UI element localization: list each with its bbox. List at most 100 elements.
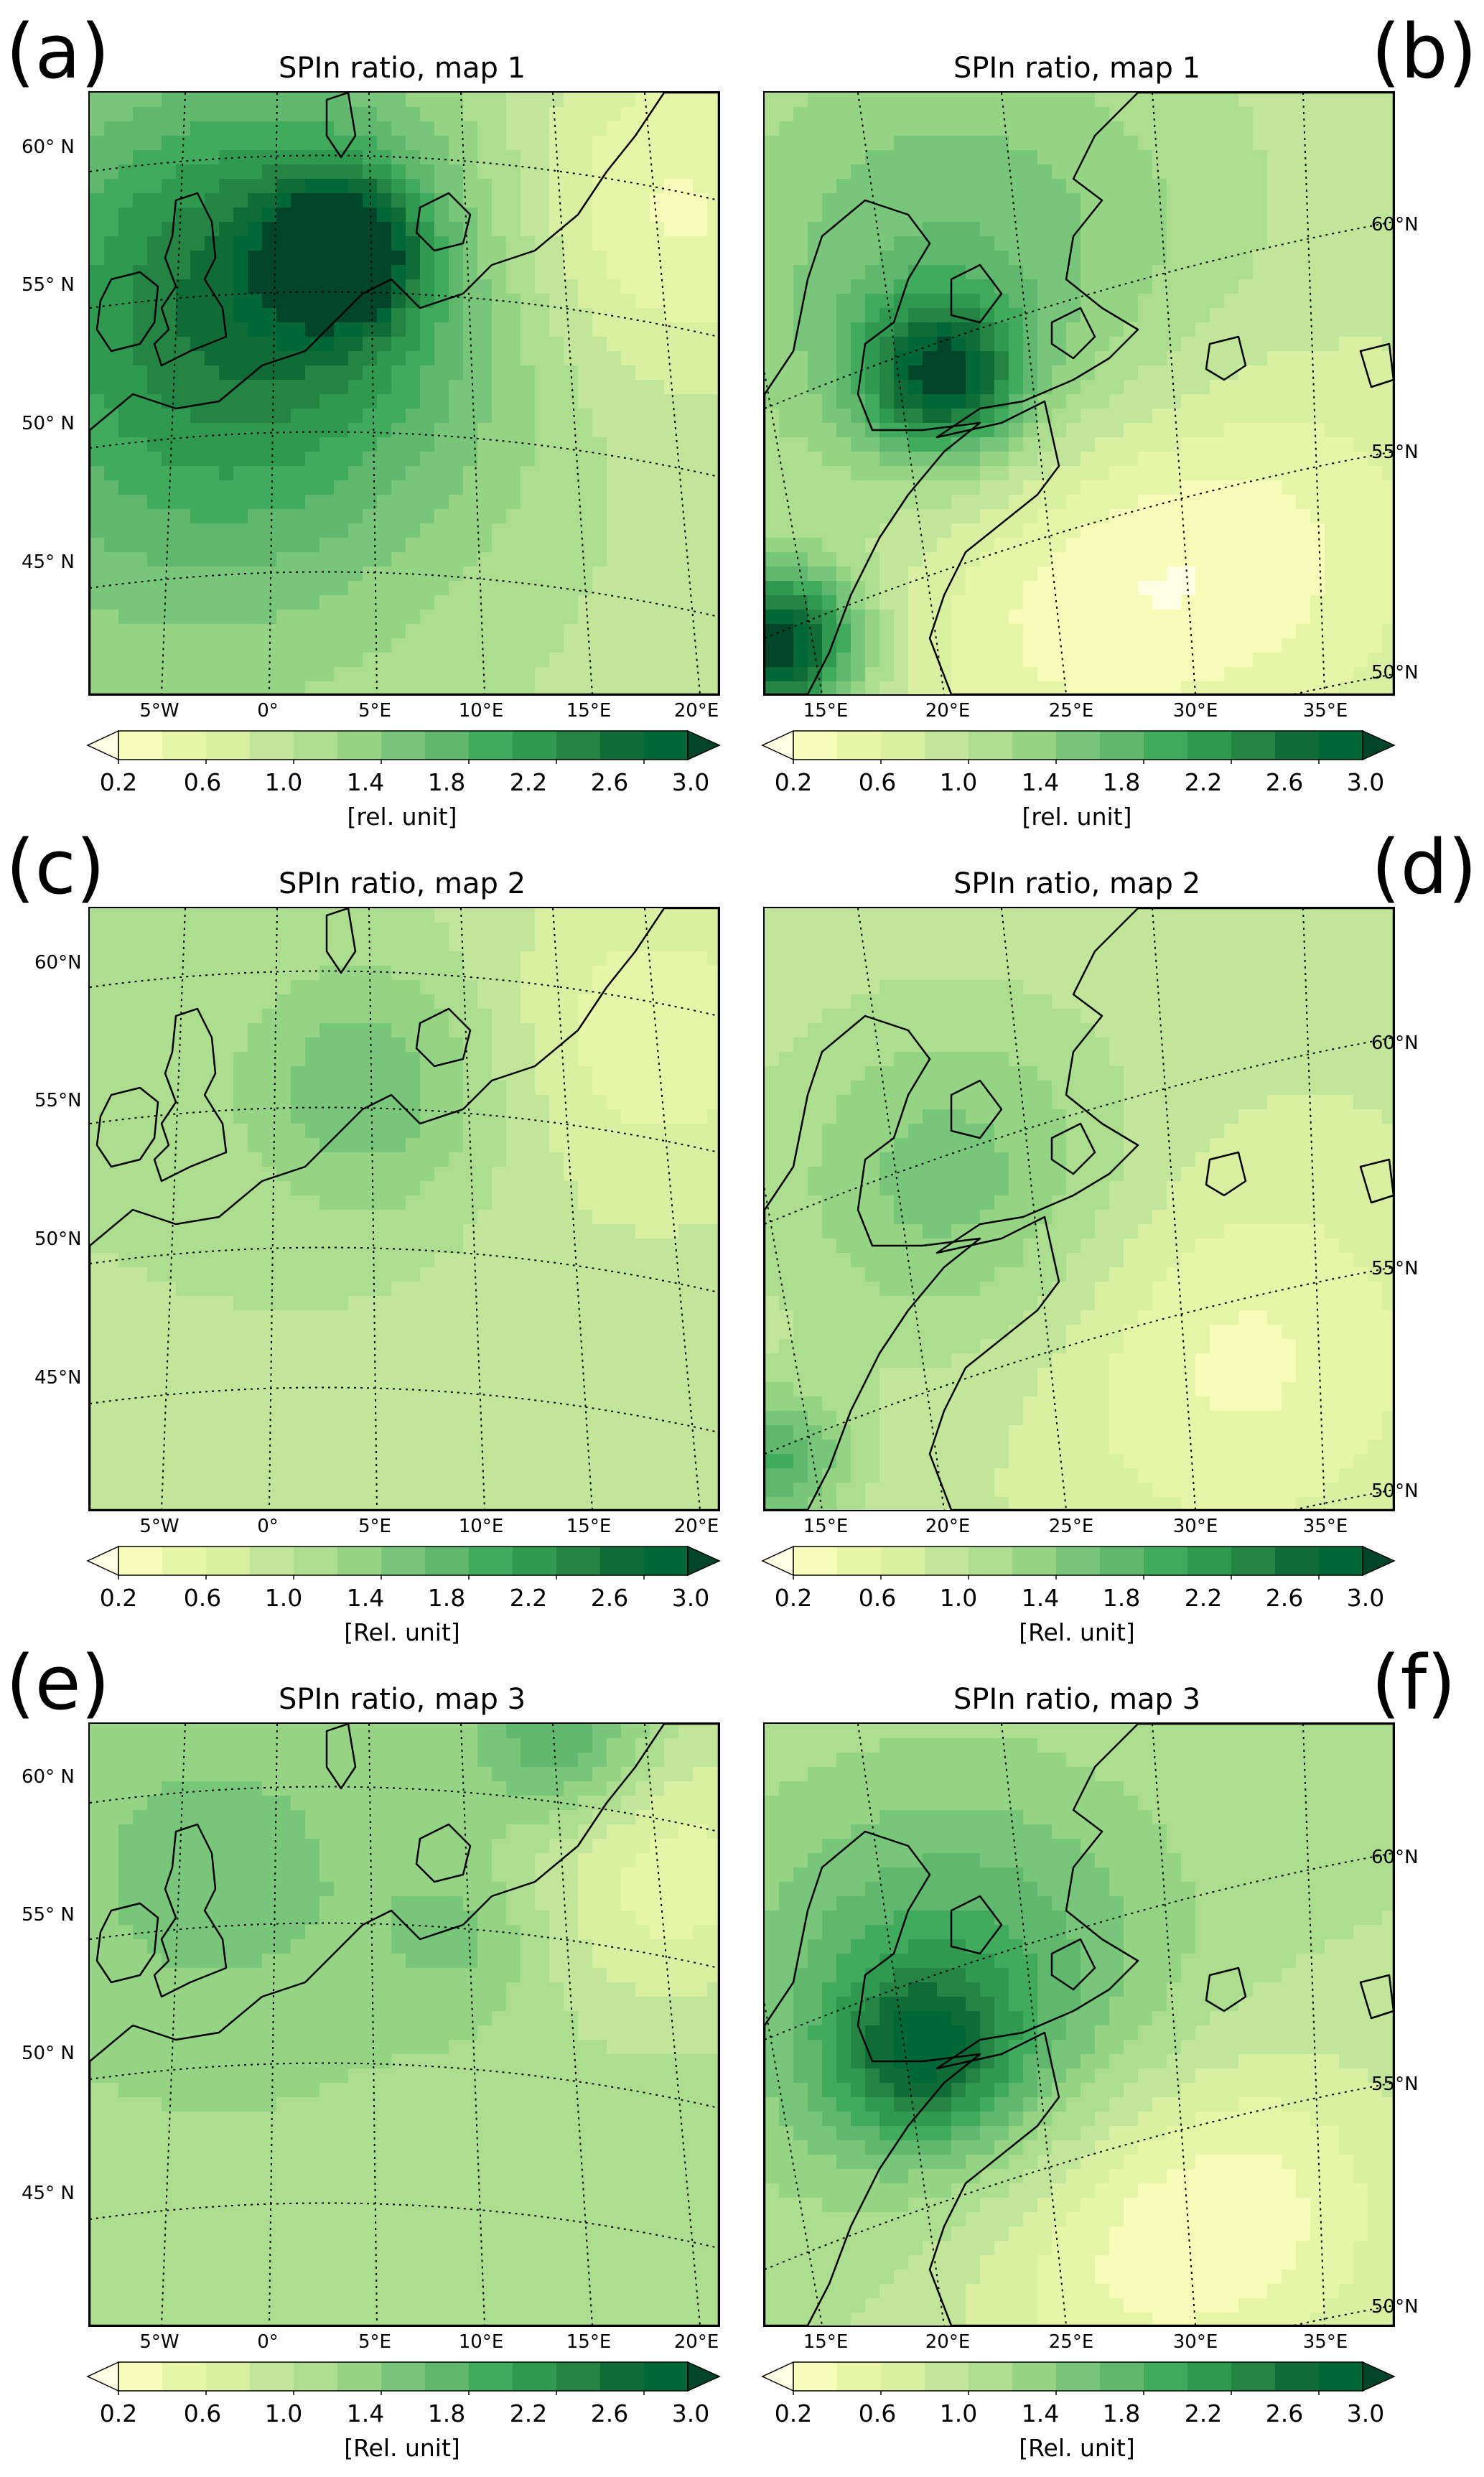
field-cell: [808, 452, 823, 467]
field-cell: [133, 1066, 148, 1081]
field-cell: [1296, 380, 1311, 395]
field-cell: [1353, 150, 1368, 165]
field-cell: [90, 523, 105, 538]
field-cell: [1353, 193, 1368, 208]
field-cell: [578, 653, 593, 668]
field-cell: [190, 937, 205, 952]
field-cell: [923, 351, 938, 366]
field-cell: [607, 1081, 622, 1096]
field-cell: [1195, 179, 1210, 194]
field-cell: [449, 1181, 464, 1196]
field-cell: [994, 308, 1009, 323]
field-cell: [1310, 638, 1325, 653]
field-cell: [635, 279, 650, 294]
field-cell: [363, 236, 378, 251]
field-cell: [248, 523, 263, 538]
field-cell: [521, 222, 536, 237]
field-cell: [1167, 437, 1182, 452]
field-cell: [363, 1181, 378, 1196]
field-cell: [592, 681, 607, 694]
field-cell: [836, 207, 851, 223]
field-cell: [291, 466, 306, 481]
field-cell: [1339, 480, 1354, 495]
field-cell: [592, 337, 607, 352]
field-cell: [578, 1253, 593, 1268]
field-cell: [348, 980, 363, 995]
field-cell: [851, 279, 866, 294]
field-cell: [219, 653, 234, 668]
field-cell: [808, 523, 823, 538]
field-cell: [779, 423, 794, 438]
field-cell: [233, 1037, 248, 1053]
field-cell: [506, 1109, 521, 1124]
field-cell: [205, 1181, 220, 1196]
field-cell: [1109, 136, 1124, 151]
field-cell: [578, 1081, 593, 1096]
field-cell: [549, 409, 564, 424]
field-cell: [1023, 93, 1038, 108]
field-cell: [162, 164, 177, 179]
field-cell: [535, 164, 550, 179]
field-cell: [190, 265, 205, 280]
field-cell: [635, 236, 650, 251]
field-cell: [133, 1181, 148, 1196]
field-cell: [205, 1009, 220, 1024]
field-cell: [477, 480, 493, 495]
field-cell: [549, 1181, 564, 1196]
field-cell: [1296, 480, 1311, 495]
field-cell: [908, 93, 923, 108]
field-cell: [607, 951, 622, 966]
field-cell: [104, 265, 119, 280]
field-cell: [635, 681, 650, 694]
field-cell: [894, 251, 909, 266]
field-cell: [879, 595, 895, 610]
field-cell: [1167, 610, 1182, 625]
field-cell: [1081, 552, 1096, 567]
field-cell: [607, 908, 622, 923]
field-cell: [276, 937, 291, 952]
field-cell: [664, 667, 679, 682]
field-cell: [377, 566, 392, 582]
field-cell: [937, 107, 952, 122]
field-cell: [822, 409, 837, 424]
field-cell: [693, 437, 708, 452]
field-cell: [248, 681, 263, 694]
field-cell: [449, 164, 464, 179]
field-cell: [894, 466, 909, 481]
field-cell: [449, 1224, 464, 1239]
field-cell: [190, 308, 205, 323]
field-cell: [420, 93, 435, 108]
field-cell: [693, 1253, 708, 1268]
field-cell: [1195, 638, 1210, 653]
field-cell: [650, 150, 665, 165]
field-cell: [607, 466, 622, 481]
field-cell: [305, 452, 320, 467]
field-cell: [851, 107, 866, 122]
field-cell: [1181, 380, 1196, 395]
field-cell: [1353, 638, 1368, 653]
field-cell: [219, 908, 234, 923]
field-cell: [1124, 150, 1139, 165]
field-cell: [678, 1267, 694, 1282]
field-cell: [1267, 251, 1282, 266]
field-cell: [1195, 452, 1210, 467]
field-cell: [391, 495, 406, 510]
field-cell: [779, 437, 794, 452]
field-cell: [477, 1095, 493, 1110]
field-cell: [908, 394, 923, 409]
field-cell: [521, 236, 536, 251]
field-cell: [980, 466, 995, 481]
field-cell: [262, 93, 277, 108]
field-cell: [90, 966, 105, 981]
field-cell: [104, 452, 119, 467]
lat-label: 50°N: [1371, 662, 1419, 684]
field-cell: [1195, 624, 1210, 639]
field-cell: [391, 1124, 406, 1139]
field-cell: [1339, 207, 1354, 223]
field-cell: [693, 279, 708, 294]
field-cell: [678, 164, 694, 179]
field-cell: [678, 1052, 694, 1067]
field-cell: [1109, 523, 1124, 538]
field-cell: [836, 193, 851, 208]
field-cell: [535, 523, 550, 538]
